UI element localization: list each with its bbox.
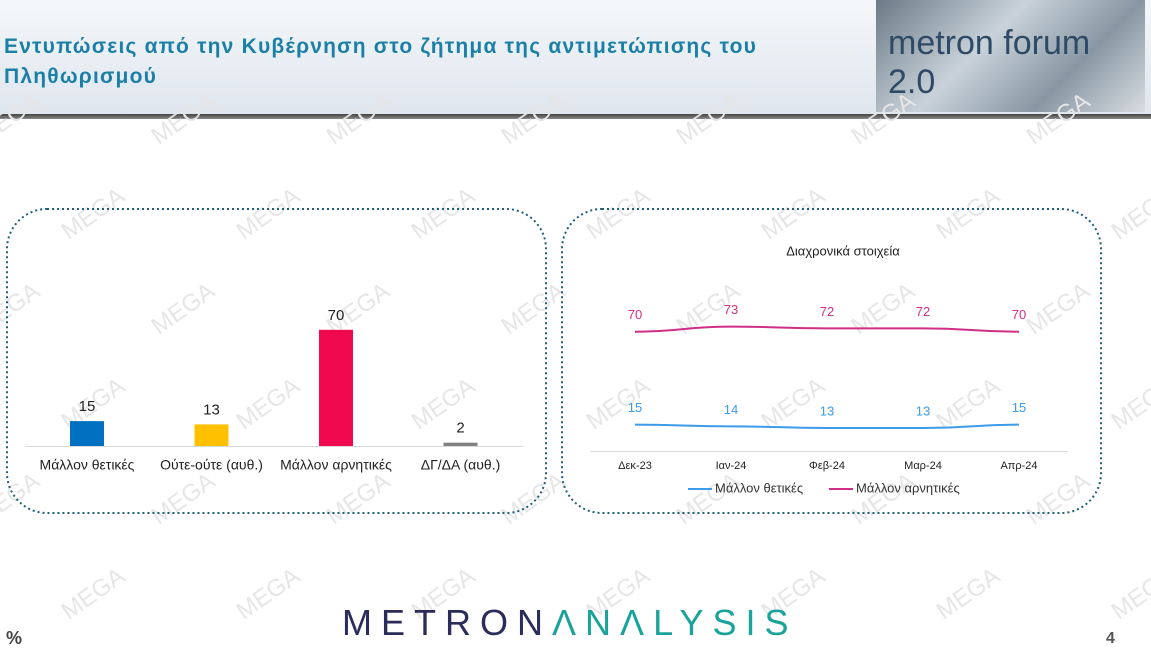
unit: % (6, 628, 23, 648)
bar (70, 421, 104, 446)
watermark: MEGA (672, 467, 745, 530)
watermark: MEGA (757, 182, 830, 245)
watermark: MEGA (1107, 562, 1151, 625)
slide-title: Εντυπώσεις από την Κυβέρνηση στο ζήτημα … (4, 35, 758, 88)
x-tick-label: Φεβ-24 (809, 460, 845, 472)
watermark: MEGA (1022, 467, 1095, 530)
x-tick-label: Μάλλον θετικές (40, 457, 135, 473)
value-label: 70 (328, 307, 345, 324)
watermark: MEGA (582, 372, 655, 435)
chart-title: Διαχρονικά στοιχεία (786, 243, 900, 258)
value-label: 15 (79, 398, 96, 415)
watermark: MEGA (932, 562, 1005, 625)
watermark: MEGA (322, 467, 395, 530)
line (634, 325, 1020, 333)
watermark: MEGA (407, 372, 480, 435)
logo: metron forum 2.0 (876, 0, 1145, 112)
x-tick-label: Απρ-24 (1000, 460, 1037, 472)
watermark: MEGA (232, 182, 305, 245)
watermark: MEGA (672, 87, 745, 150)
value-label: 72 (820, 304, 834, 319)
watermark: MEGA (582, 182, 655, 245)
bar (194, 424, 229, 446)
watermark: MEGA (847, 467, 920, 530)
value-label: 13 (820, 403, 834, 418)
watermark: MEGA (1022, 87, 1095, 150)
value-label: 2 (456, 420, 464, 437)
value-label: 15 (1012, 400, 1026, 415)
brand-a: METRON (342, 602, 552, 643)
bar (319, 329, 353, 446)
x-tick-label: ΔΓ/ΔΑ (αυθ.) (421, 457, 501, 473)
watermark: MEGA (322, 87, 395, 150)
watermark: MEGA (407, 182, 480, 245)
watermark: MEGA (847, 277, 920, 340)
watermark: MEGA (232, 562, 305, 625)
logo-text: metron forum 2.0 (888, 24, 1091, 101)
watermark: MEGA (0, 87, 45, 150)
watermark: MEGA (147, 467, 220, 530)
bar (443, 442, 478, 446)
watermark: MEGA (232, 372, 305, 435)
value-label: 14 (724, 402, 738, 417)
value-label: 72 (916, 304, 930, 319)
watermark: MEGA (57, 562, 130, 625)
watermark: MEGA (147, 87, 220, 150)
page-number: 4 (1106, 630, 1115, 647)
header-rule (0, 114, 1151, 119)
watermark: MEGA (497, 277, 570, 340)
watermark: MEGA (57, 182, 130, 245)
x-tick-label: Μάλλον αρνητικές (280, 457, 392, 473)
watermark: MEGA (497, 87, 570, 150)
value-label: 15 (628, 400, 642, 415)
value-label: 70 (628, 307, 642, 322)
watermark: MEGA (147, 277, 220, 340)
x-tick-label: Μαρ-24 (904, 460, 942, 472)
value-label: 13 (916, 403, 930, 418)
x-tick-label: Δεκ-23 (618, 460, 652, 472)
watermark: MEGA (1022, 277, 1095, 340)
watermark: MEGA (497, 467, 570, 530)
x-tick-label: Ιαν-24 (716, 460, 747, 472)
watermark: MEGA (1107, 182, 1151, 245)
brand: METRONΛNΛLYSIS (342, 602, 797, 644)
watermark: MEGA (1107, 372, 1151, 435)
line (634, 423, 1020, 430)
legend-label: Μάλλον θετικές (715, 480, 803, 495)
x-tick-label: Ούτε-ούτε (αυθ.) (160, 457, 263, 473)
brand-b: ΛNΛLYSIS (552, 602, 798, 643)
watermark: MEGA (847, 87, 920, 150)
value-label: 73 (724, 302, 738, 317)
watermark: MEGA (932, 182, 1005, 245)
value-label: 13 (203, 401, 220, 418)
value-label: 70 (1012, 307, 1026, 322)
legend-label: Μάλλον αρνητικές (856, 480, 960, 495)
